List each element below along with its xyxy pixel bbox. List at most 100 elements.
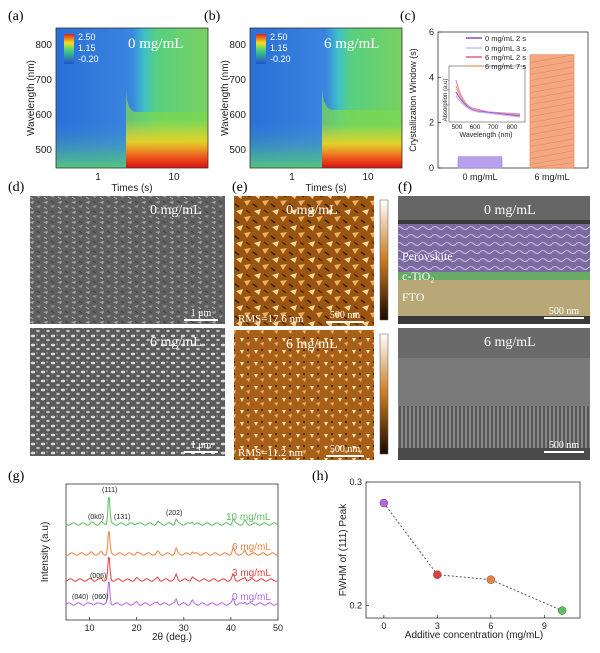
panel-a-cbar-mid: 1.15	[78, 43, 96, 53]
inset-xtick: 500	[452, 124, 463, 131]
data-point	[379, 498, 389, 508]
panel-b-cbar-max: 2.50	[270, 32, 288, 42]
panel-c-label: (c)	[400, 9, 416, 24]
panel-a-xlabel: Times (s)	[111, 183, 152, 194]
peak-label: (060)	[92, 594, 108, 601]
peak-label: (202)	[166, 510, 182, 517]
panel-h-xtick: 3	[435, 621, 440, 631]
panel-c-ytick: 4	[429, 72, 434, 82]
bar-hatch	[529, 60, 575, 70]
panel-a-label: (a)	[8, 9, 24, 24]
panel-g-xlabel: 2θ (deg.)	[152, 632, 192, 643]
panel-b-xtick: 1	[289, 172, 295, 183]
panel-h-xtick: 9	[542, 621, 547, 631]
peak-label: (111)	[102, 487, 117, 494]
panel-g-axes	[65, 483, 279, 621]
panel-h-ytick: 0.3	[349, 477, 362, 487]
panel-c-ytick: 6	[429, 27, 434, 37]
xrd-line	[65, 557, 278, 582]
panel-f-bottom-conc: 6 mg/mL	[484, 335, 536, 350]
panel-b-colorbar	[256, 34, 266, 64]
bar-hatch	[529, 126, 575, 136]
panel-b-heatmap-hot	[322, 124, 402, 168]
xrd-line	[65, 496, 278, 526]
panel-c-axes	[437, 31, 589, 169]
panel-a-xtick: 1	[95, 172, 101, 183]
peak-label: (131)	[114, 514, 130, 521]
panel-f-label: (f)	[398, 180, 412, 195]
data-point	[557, 606, 567, 615]
panel-e-label: (e)	[232, 180, 248, 195]
inset-xtick: 700	[488, 124, 499, 131]
panel-g-ylabel: Intensity (a.u)	[40, 522, 51, 583]
peak-label: (0k0)	[88, 514, 104, 521]
series-label: 10 mg/mL	[226, 512, 271, 523]
data-point	[486, 575, 496, 584]
panel-b-label: (b)	[204, 9, 221, 24]
afm-colorscale	[379, 199, 389, 321]
inset-curve	[455, 95, 521, 118]
bar-hatch	[529, 108, 575, 118]
panel-b-cbar-min: -0.20	[270, 54, 291, 64]
panel-h: (h) 0 3 6 9 0.2 0.3 Additive concentration (m…	[312, 469, 581, 641]
bar-hatch	[529, 72, 575, 82]
bar-hatch	[529, 66, 575, 76]
layer-fto	[398, 280, 590, 316]
panel-c-xtick: 0 mg/mL	[462, 172, 497, 182]
series-label: 6 mg/mL	[232, 542, 271, 553]
bar-hatch	[529, 132, 575, 142]
panel-g-xtick: 20	[132, 623, 142, 633]
bar-hatch	[529, 96, 575, 106]
panel-h-label: (h)	[312, 469, 329, 484]
panel-b-ylabel: Wavelength (nm)	[220, 60, 231, 136]
panel-b-ytick: 600	[229, 110, 246, 121]
bar-hatch	[529, 102, 575, 112]
inset-xlabel: Wavelength (nm)	[459, 132, 512, 139]
bar-hatch	[529, 162, 575, 169]
panel-f-layer-fto: FTO	[402, 290, 425, 304]
panel-h-axes	[365, 481, 581, 619]
inset-xtick: 800	[507, 124, 518, 131]
panel-a-cbar-max: 2.50	[78, 32, 96, 42]
panel-b: (b) 2.50 1.15 -0.20 6 mg/mL 800 700 600 …	[204, 9, 403, 194]
panel-c-xtick: 6 mg/mL	[534, 172, 569, 182]
bar-hatch	[529, 120, 575, 130]
bar	[529, 54, 575, 169]
series-label: 0 mg/mL	[232, 592, 271, 603]
layer-tio2	[398, 272, 590, 280]
panel-f-scale-bottom: 500 nm	[549, 440, 580, 451]
sem-image-6mg	[30, 328, 225, 456]
bar	[457, 156, 503, 169]
bar-hatch	[529, 78, 575, 88]
sem-image-0mg	[30, 196, 225, 324]
panel-d: (d) 0 mg/mL 6 mg/mL 1 μm 1 μm	[8, 180, 225, 456]
bar-hatch	[529, 54, 575, 64]
panel-g-xtick: 50	[273, 623, 283, 633]
panel-a-cbar-min: -0.20	[78, 54, 99, 64]
panel-d-scale-top: 1 μm	[191, 308, 212, 319]
panel-h-xlabel: Additive concentration (mg/mL)	[405, 630, 543, 641]
panel-b-ytick: 500	[229, 145, 246, 156]
bar-hatch	[529, 114, 575, 124]
panel-e-rms-bottom: RMS=11.2 nm	[238, 447, 304, 459]
panel-d-scale-bottom: 1 μm	[191, 440, 212, 451]
panel-b-cbar-mid: 1.15	[270, 43, 288, 53]
legend-entry: 0 mg/mL 3 s	[485, 44, 526, 53]
panel-d-label: (d)	[8, 180, 25, 195]
legend-entry: 0 mg/mL 2 s	[485, 34, 526, 43]
xrd-line	[65, 581, 278, 606]
bar-hatch	[529, 90, 575, 100]
bar-hatch	[529, 150, 575, 160]
data-point	[433, 570, 442, 579]
panel-a: (a) 2.50 1.15 -0.20 0 mg/mL 800 700 600 …	[8, 9, 209, 194]
panel-d-bottom-conc: 6 mg/mL	[150, 335, 202, 350]
peak-label: (040)	[72, 594, 88, 601]
panel-a-heatmap-hot	[126, 120, 208, 168]
panel-a-ytick: 700	[35, 75, 52, 86]
panel-g: (g) 10 20 30 40 50 2θ (deg.) Intensity (a.u)…	[8, 469, 283, 643]
inset-ylabel: Absorption (a.u)	[443, 79, 449, 122]
panel-h-xtick: 6	[488, 621, 493, 631]
panel-a-xtick: 10	[168, 172, 180, 183]
panel-a-conc: 0 mg/mL	[128, 36, 183, 52]
panel-e-scale-bottom: 500 nm	[330, 444, 361, 455]
